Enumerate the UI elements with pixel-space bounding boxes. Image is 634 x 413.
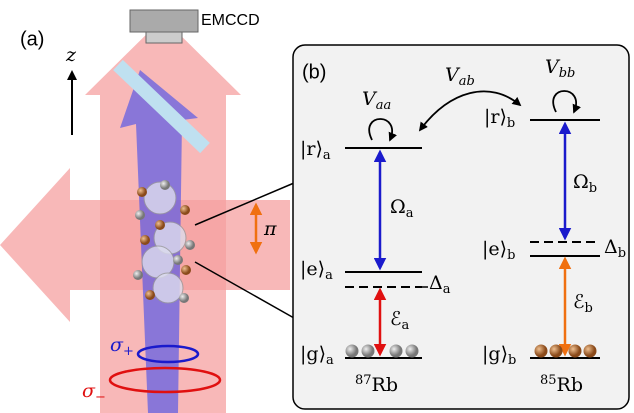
camera-lens: [146, 32, 182, 43]
panel-label: (b): [302, 61, 326, 83]
panel-a: EMCCD (a) z π σ+ σ−: [0, 10, 294, 413]
camera: [130, 10, 198, 32]
pi-label: π: [263, 218, 277, 240]
panel-b: (b) Vaa Vab Vbb |r⟩a |e⟩a |g⟩a |r⟩b |e⟩b…: [293, 45, 629, 409]
axis-label: z: [65, 44, 77, 66]
camera-label: EMCCD: [201, 12, 260, 29]
panel-label: (a): [20, 28, 44, 50]
figure: EMCCD (a) z π σ+ σ− (b): [0, 0, 634, 413]
